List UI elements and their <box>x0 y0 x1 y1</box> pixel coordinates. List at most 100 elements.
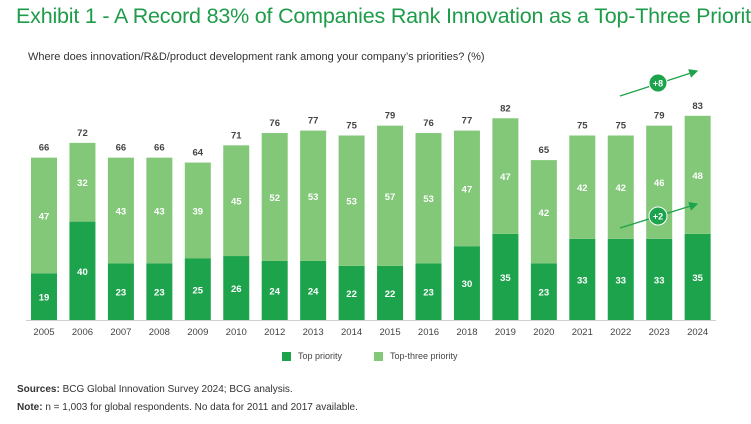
x-tick-label-2021: 2021 <box>572 327 593 338</box>
bar-top-priority-2009 <box>184 258 211 320</box>
bar-top-three-priority-2006 <box>69 142 96 222</box>
x-tick-label-2022: 2022 <box>610 327 631 338</box>
page-title: Exhibit 1 - A Record 83% of Companies Ra… <box>16 4 751 28</box>
bar-top-three-priority-2013 <box>300 130 327 261</box>
data-label-top-three-priority-2021: 42 <box>577 183 588 194</box>
data-label-total-2019: 82 <box>500 103 511 114</box>
x-tick-label-2013: 2013 <box>303 327 324 338</box>
bar-top-priority-2018 <box>453 246 480 320</box>
data-label-total-2009: 64 <box>193 148 204 159</box>
data-label-top-priority-2023: 33 <box>654 275 665 286</box>
legend-swatch-top-priority <box>282 351 291 361</box>
data-label-total-2023: 79 <box>654 111 665 122</box>
bar-top-three-priority-2010 <box>223 145 250 257</box>
data-label-total-2021: 75 <box>577 121 588 132</box>
bar-top-three-priority-2024 <box>684 115 711 234</box>
bar-top-priority-2015 <box>377 265 404 320</box>
bar-top-priority-2021 <box>569 238 596 320</box>
data-label-top-priority-2009: 25 <box>193 285 204 296</box>
data-label-top-priority-2018: 30 <box>462 279 473 290</box>
data-label-top-three-priority-2022: 42 <box>615 183 626 194</box>
data-label-top-three-priority-2016: 53 <box>423 194 434 205</box>
bar-top-three-priority-2005 <box>31 157 57 274</box>
sources-label: Sources: <box>17 384 60 395</box>
x-tick-label-2010: 2010 <box>226 327 247 338</box>
data-label-top-priority-2010: 26 <box>231 284 242 295</box>
x-tick-label-2012: 2012 <box>264 327 285 338</box>
bar-top-three-priority-2014 <box>338 135 365 266</box>
legend-item-top-three-priority: Top-three priority <box>374 351 458 361</box>
data-label-top-three-priority-2012: 52 <box>269 193 280 204</box>
bar-top-priority-2013 <box>300 260 327 320</box>
data-label-total-2013: 77 <box>308 116 319 127</box>
data-label-top-three-priority-2009: 39 <box>193 207 204 218</box>
bar-top-priority-2019 <box>492 233 519 320</box>
data-label-top-three-priority-2019: 47 <box>500 172 511 183</box>
sources-line: Sources: BCG Global Innovation Survey 20… <box>17 381 358 399</box>
note-text: n = 1,003 for global respondents. No dat… <box>45 402 358 413</box>
x-tick-label-2024: 2024 <box>687 327 708 338</box>
bar-top-priority-2022 <box>607 238 634 320</box>
data-label-top-three-priority-2005: 47 <box>39 211 50 222</box>
data-label-top-three-priority-2023: 46 <box>654 178 665 189</box>
chart-subtitle: Where does innovation/R&D/product develo… <box>28 51 485 63</box>
bar-top-priority-2010 <box>223 256 250 320</box>
data-label-top-three-priority-2007: 43 <box>116 207 127 218</box>
data-label-top-priority-2007: 23 <box>116 288 127 299</box>
data-label-top-priority-2012: 24 <box>269 286 280 297</box>
bar-top-priority-2023 <box>646 238 673 320</box>
data-label-total-2006: 72 <box>77 128 88 139</box>
data-label-top-priority-2024: 35 <box>692 273 703 284</box>
data-label-total-2005: 66 <box>39 143 50 154</box>
x-tick-label-2015: 2015 <box>379 327 400 338</box>
bar-top-three-priority-2015 <box>377 125 404 266</box>
data-label-top-three-priority-2006: 32 <box>77 178 88 189</box>
x-tick-label-2005: 2005 <box>33 327 54 338</box>
data-label-top-three-priority-2015: 57 <box>385 192 396 203</box>
data-label-top-priority-2020: 23 <box>539 288 550 299</box>
data-label-top-priority-2021: 33 <box>577 275 588 286</box>
data-label-top-three-priority-2018: 47 <box>462 184 473 195</box>
bar-top-three-priority-2019 <box>492 118 519 234</box>
data-label-total-2020: 65 <box>539 145 550 156</box>
data-label-total-2022: 75 <box>615 121 626 132</box>
data-label-top-three-priority-2024: 48 <box>692 171 703 182</box>
annotation-label-total: +8 <box>653 79 663 89</box>
annotation-badge-total <box>648 73 668 93</box>
annotation-badge-top-priority <box>648 206 668 226</box>
note-line: Note: n = 1,003 for global respondents. … <box>17 399 358 417</box>
x-tick-label-2014: 2014 <box>341 327 362 338</box>
annotation-label-top-priority: +2 <box>653 212 663 222</box>
legend-item-top-priority: Top priority <box>282 351 342 361</box>
bar-top-three-priority-2018 <box>453 130 480 247</box>
data-label-total-2016: 76 <box>423 118 434 129</box>
data-label-top-three-priority-2020: 42 <box>539 208 550 219</box>
data-label-top-three-priority-2014: 53 <box>346 197 357 208</box>
data-label-top-priority-2013: 24 <box>308 286 319 297</box>
data-label-total-2015: 79 <box>385 111 396 122</box>
legend-swatch-top-three-priority <box>374 351 383 361</box>
bar-top-three-priority-2009 <box>184 162 211 259</box>
bar-top-three-priority-2021 <box>569 135 596 239</box>
x-tick-label-2018: 2018 <box>456 327 477 338</box>
bar-top-three-priority-2008 <box>146 157 173 264</box>
x-tick-label-2023: 2023 <box>649 327 670 338</box>
data-label-top-priority-2006: 40 <box>77 267 88 278</box>
x-tick-label-2008: 2008 <box>149 327 170 338</box>
x-tick-label-2019: 2019 <box>495 327 516 338</box>
data-label-total-2018: 77 <box>462 116 473 127</box>
x-tick-label-2009: 2009 <box>187 327 208 338</box>
bar-top-three-priority-2022 <box>607 135 634 239</box>
note-label: Note: <box>17 402 43 413</box>
bar-top-three-priority-2012 <box>261 133 288 261</box>
bar-top-three-priority-2020 <box>530 160 557 264</box>
data-label-top-three-priority-2010: 45 <box>231 197 242 208</box>
data-label-total-2010: 71 <box>231 130 242 141</box>
bar-top-priority-2012 <box>261 260 288 320</box>
chart-notes: Sources: BCG Global Innovation Survey 20… <box>17 381 358 417</box>
bar-top-three-priority-2016 <box>415 133 442 264</box>
data-label-total-2008: 66 <box>154 143 165 154</box>
data-label-top-three-priority-2008: 43 <box>154 207 165 218</box>
stacked-bar-chart: 19 47 66 2005 40 32 72 2006 23 43 66 2007 23 43 66 2008… <box>26 69 716 338</box>
data-label-top-priority-2022: 33 <box>615 275 626 286</box>
